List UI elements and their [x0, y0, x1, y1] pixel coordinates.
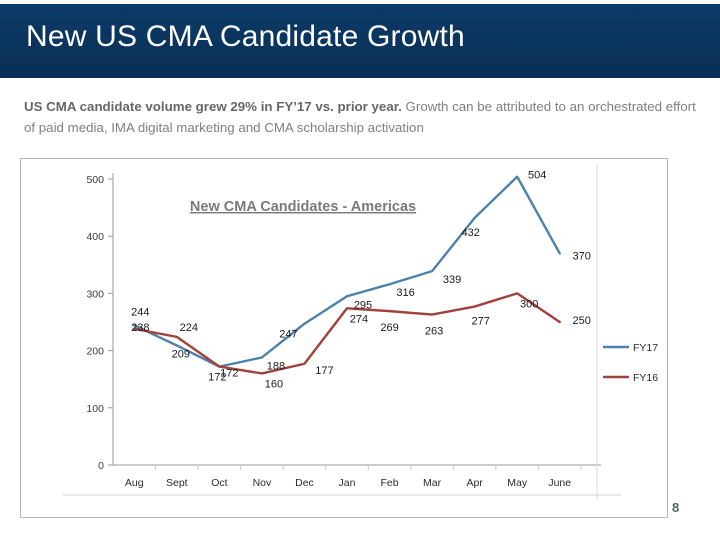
- data-label: 244: [131, 306, 149, 318]
- series-line-fy17: [133, 175, 561, 368]
- data-label: 263: [425, 326, 443, 338]
- legend-label-fy17: FY17: [633, 342, 658, 354]
- chart-container: 0 100 200 300 400 500 Aug Sept Oct Nov Dec Jan Feb Ma…: [20, 158, 668, 518]
- x-tick-label: Sept: [166, 477, 188, 489]
- x-tick-label: Oct: [211, 477, 227, 489]
- data-label: 224: [180, 322, 198, 334]
- data-label: 209: [172, 348, 190, 360]
- x-tick-label: Dec: [295, 477, 314, 489]
- data-label: 269: [380, 322, 398, 334]
- data-label: 238: [131, 322, 149, 334]
- data-label: 432: [461, 227, 479, 239]
- data-label: 295: [354, 299, 372, 311]
- y-tick-label: 300: [86, 288, 104, 300]
- y-tick-label: 400: [86, 231, 104, 243]
- data-label: 370: [573, 250, 591, 262]
- chart-title: New CMA Candidates - Americas: [190, 199, 416, 215]
- x-tick-label: Apr: [466, 477, 483, 489]
- data-label: 160: [265, 378, 283, 390]
- data-label: 250: [573, 315, 591, 327]
- header-band: New US CMA Candidate Growth: [0, 4, 720, 78]
- y-tick-label: 200: [86, 346, 104, 358]
- x-tick-label: Mar: [423, 477, 442, 489]
- data-label: 247: [279, 329, 297, 341]
- subtitle-bold: US CMA candidate volume grew 29% in FY’1…: [24, 99, 402, 114]
- x-tick-label: Nov: [253, 477, 272, 489]
- data-label: 300: [520, 298, 538, 310]
- series-line-fy16: [133, 292, 561, 375]
- legend-label-fy16: FY16: [633, 372, 658, 384]
- data-label: 316: [396, 287, 414, 299]
- page-title: New US CMA Candidate Growth: [26, 20, 465, 53]
- data-label: 339: [443, 274, 461, 286]
- subtitle-text: US CMA candidate volume grew 29% in FY’1…: [24, 96, 696, 138]
- y-tick-label: 100: [86, 403, 104, 415]
- x-tick-label: May: [507, 477, 528, 489]
- y-tick-label: 500: [86, 174, 104, 186]
- data-label: 277: [471, 316, 489, 328]
- data-label: 504: [528, 170, 546, 182]
- x-tick-label: Aug: [125, 477, 144, 489]
- line-chart: 0 100 200 300 400 500 Aug Sept Oct Nov Dec Jan Feb Ma…: [63, 165, 658, 499]
- data-label: 177: [315, 365, 333, 377]
- data-label: 274: [350, 313, 368, 325]
- x-tick-label: Jan: [339, 477, 356, 489]
- page-number: 8: [672, 500, 680, 515]
- data-label: 188: [267, 360, 285, 372]
- data-label: 172: [220, 368, 238, 380]
- subtitle-rest: Growth can be attributed to an orchestra…: [24, 99, 696, 135]
- chart-inner: 0 100 200 300 400 500 Aug Sept Oct Nov Dec Jan Feb Ma…: [21, 159, 667, 517]
- x-tick-label: June: [548, 477, 571, 489]
- x-tick-label: Feb: [380, 477, 398, 489]
- data-label: 172: [208, 372, 226, 384]
- y-tick-label: 0: [98, 460, 104, 472]
